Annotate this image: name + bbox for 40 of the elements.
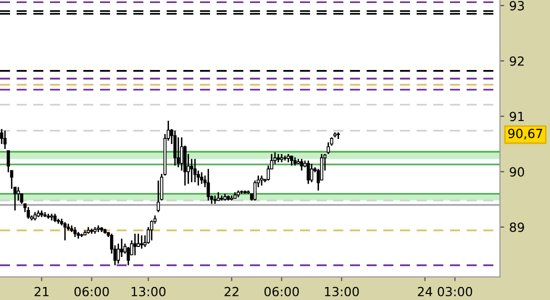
- candlestick: [136, 233, 140, 248]
- candlestick: [310, 163, 314, 183]
- candlestick: [73, 226, 77, 238]
- x-tick-label: 21: [34, 286, 48, 296]
- y-tick-label: 93: [510, 1, 524, 10]
- candlestick: [253, 180, 257, 202]
- candlestick: [156, 180, 160, 213]
- candlestick: [116, 242, 120, 264]
- candlestick: [206, 168, 210, 202]
- candlestick: [190, 158, 194, 183]
- candlestick: [326, 142, 330, 155]
- candlestick: [63, 221, 67, 242]
- candlestick: [120, 238, 124, 258]
- candlestick: [180, 136, 184, 172]
- candlestick: [193, 158, 197, 183]
- candlestick: [3, 130, 7, 150]
- candlestick: [150, 220, 154, 242]
- candlestick: [200, 172, 204, 185]
- candlestick: [290, 154, 294, 166]
- x-tick-label: 22: [224, 286, 238, 296]
- candlestick: [16, 186, 20, 202]
- x-tick-label: 03:00: [438, 286, 472, 296]
- candlestick: [260, 174, 264, 186]
- x-tick-label: 13:00: [324, 286, 359, 296]
- x-tick-label: 24: [418, 286, 432, 296]
- x-tick-label: 06:00: [74, 286, 109, 296]
- candlestick: [10, 170, 14, 190]
- candlestick: [300, 158, 304, 172]
- y-tick-label: 90: [510, 167, 524, 177]
- candlestick: [133, 233, 137, 256]
- y-tick-label: 89: [510, 222, 524, 232]
- y-tick-label: 91: [510, 112, 524, 122]
- candlestick: [26, 206, 30, 220]
- candlestick: [0, 128, 4, 145]
- candlestick: [306, 160, 310, 185]
- text: 90,67: [508, 128, 542, 140]
- y-tick-label: 92: [510, 56, 524, 66]
- candlestick: [173, 130, 177, 166]
- x-tick-label: 13:00: [132, 286, 166, 296]
- x-tick-label: 06:00: [264, 286, 299, 296]
